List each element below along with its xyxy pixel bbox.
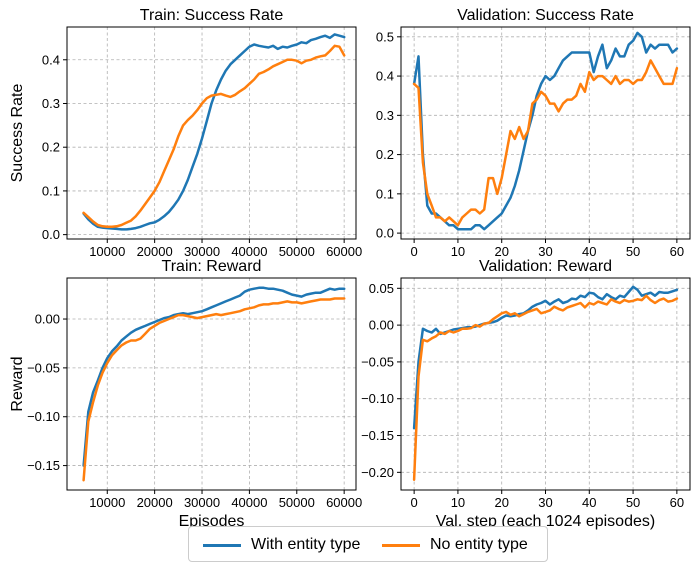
x-axis-label: Val. step (each 1024 episodes)	[436, 513, 655, 530]
y-tick-label: −0.15	[361, 428, 394, 443]
y-tick-label: 0.00	[369, 318, 394, 333]
plot-frame	[66, 26, 357, 240]
y-tick-label: 0.00	[35, 312, 60, 327]
x-tick-label: 10000	[89, 244, 125, 259]
x-tick-label: 0	[411, 244, 418, 259]
x-tick-label: 20000	[137, 495, 173, 510]
x-tick-label: 60000	[326, 495, 362, 510]
plot-frame	[66, 277, 357, 491]
x-tick-label: 40000	[231, 495, 267, 510]
legend-item-no-entity: No entity type	[382, 535, 528, 555]
x-tick-label: 60000	[326, 244, 362, 259]
series-line-no-entity	[412, 59, 679, 227]
y-tick-label: 0.4	[42, 52, 60, 67]
x-tick-label: 50000	[279, 244, 315, 259]
y-tick-label: 0.5	[376, 29, 394, 44]
x-tick-label: 30	[538, 495, 552, 510]
x-tick-label: 10	[451, 244, 465, 259]
y-tick-label: 0.0	[376, 226, 394, 241]
y-tick-label: −0.05	[361, 354, 394, 369]
y-tick-label: 0.2	[376, 147, 394, 162]
chart-title: Validation: Success Rate	[457, 7, 634, 24]
x-tick-label: 40	[582, 495, 596, 510]
legend-item-with-entity: With entity type	[203, 535, 360, 555]
chart-train_reward: 10000 20000 30000 40000 50000 60000 −0.15 −0.10…	[9, 258, 362, 530]
x-tick-label: 30000	[184, 495, 220, 510]
legend-label-no-entity: No entity type	[430, 536, 528, 553]
legend: With entity type No entity type	[188, 526, 548, 562]
y-tick-label: −0.20	[361, 465, 394, 480]
y-tick-label: 0.05	[369, 281, 394, 296]
y-tick-label: −0.10	[27, 409, 60, 424]
x-tick-label: 30	[538, 244, 552, 259]
y-tick-label: 0.2	[42, 140, 60, 155]
legend-label-with-entity: With entity type	[251, 536, 361, 553]
x-tick-label: 20	[494, 244, 508, 259]
x-tick-label: 10	[451, 495, 465, 510]
x-tick-label: 20000	[137, 244, 173, 259]
chart-val_success: 0 10 20 30 40 50 60 0.0 0.1 0.2 0.3 0.4 0.5 Validatio…	[376, 7, 691, 259]
y-tick-label: −0.15	[27, 458, 60, 473]
legend-swatch-no-entity	[382, 543, 420, 547]
x-tick-label: 50	[626, 495, 640, 510]
series-line-no-entity	[82, 44, 346, 229]
x-tick-label: 10000	[89, 495, 125, 510]
x-tick-label: 0	[411, 495, 418, 510]
y-tick-label: 0.4	[376, 69, 394, 84]
series-line-with-entity	[412, 285, 679, 430]
chart-title: Validation: Reward	[479, 258, 612, 275]
y-axis-label: Success Rate	[9, 84, 26, 183]
x-tick-label: 60	[670, 244, 684, 259]
x-tick-label: 20	[494, 495, 508, 510]
legend-swatch-with-entity	[203, 543, 241, 547]
chart-title: Train: Reward	[162, 258, 262, 275]
chart-title: Train: Success Rate	[140, 7, 284, 24]
x-tick-label: 50000	[279, 495, 315, 510]
y-axis-label: Reward	[9, 356, 26, 411]
x-tick-label: 40000	[231, 244, 267, 259]
series-line-with-entity	[82, 286, 346, 467]
y-tick-label: −0.05	[27, 360, 60, 375]
chart-train_success: 10000 20000 30000 40000 50000 60000 0.0 0.1 0.2 0…	[9, 7, 362, 259]
series-line-no-entity	[412, 294, 679, 481]
y-tick-label: 0.0	[42, 227, 60, 242]
x-tick-label: 30000	[184, 244, 220, 259]
series-line-no-entity	[82, 297, 346, 482]
x-tick-label: 50	[626, 244, 640, 259]
y-tick-label: 0.1	[42, 183, 60, 198]
y-tick-label: 0.3	[376, 108, 394, 123]
y-tick-label: 0.3	[42, 96, 60, 111]
y-tick-label: 0.1	[376, 186, 394, 201]
series-line-with-entity	[82, 33, 346, 231]
x-tick-label: 60	[670, 495, 684, 510]
x-tick-label: 40	[582, 244, 596, 259]
chart-val_reward: 0 10 20 30 40 50 60 −0.20 −0.15 −0.10 −0.05 0.00 0.0…	[361, 258, 691, 530]
x-axis-label: Episodes	[179, 513, 245, 530]
series-line-with-entity	[412, 31, 679, 231]
y-tick-label: −0.10	[361, 391, 394, 406]
